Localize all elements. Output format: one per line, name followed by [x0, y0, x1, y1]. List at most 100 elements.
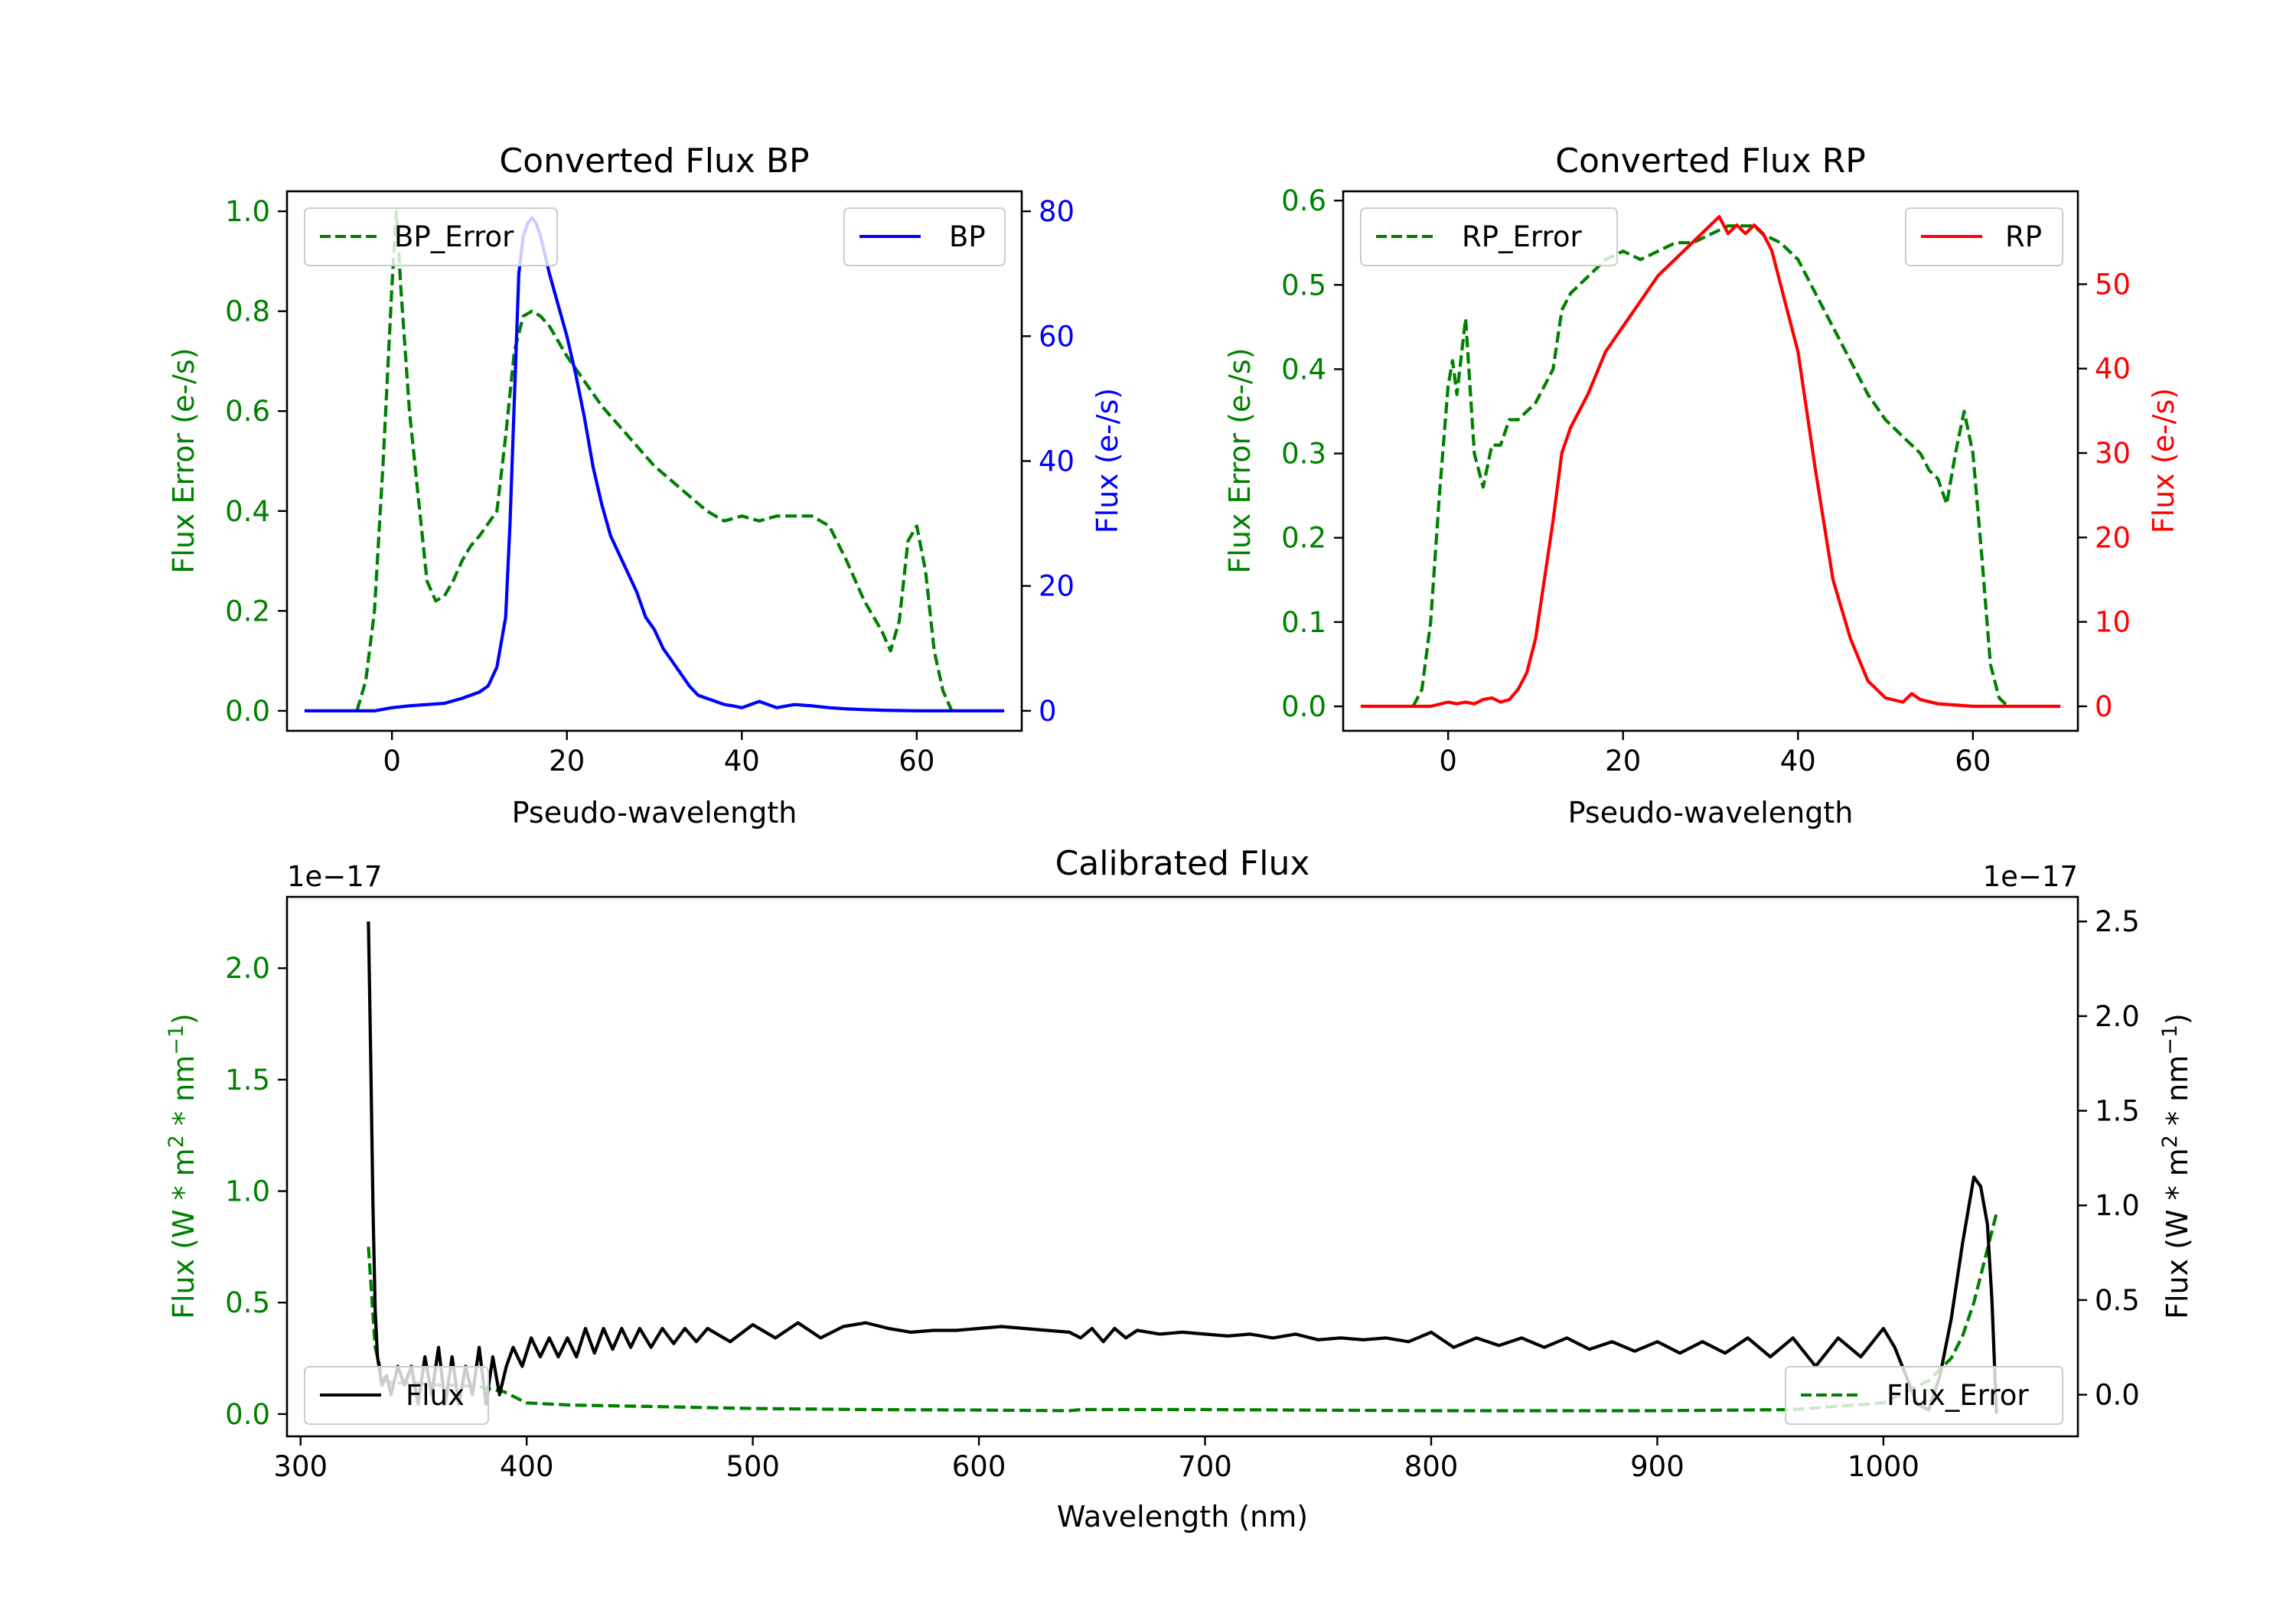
rp-left-y-tick-label: 0.5 [1281, 269, 1326, 302]
cal-left-axis-label: Flux (W * m2 * nm−1) [165, 1013, 201, 1319]
rp-x-axis-label: Pseudo-wavelength [1568, 796, 1854, 830]
cal-left-y-tick-label: 1.5 [225, 1064, 270, 1097]
cal-x-axis-label: Wavelength (nm) [1057, 1500, 1308, 1534]
cal-right-axis-label: Flux (W * m2 * nm−1) [2158, 1013, 2194, 1319]
rp-x-tick-label: 0 [1439, 745, 1457, 777]
bp-title: Converted Flux BP [499, 142, 809, 181]
cal-series-flux-error [367, 1213, 1998, 1413]
cal-x-tick-label: 800 [1404, 1450, 1459, 1483]
bp-series-bp [304, 216, 1005, 712]
bp-left-y-tick-label: 1.0 [225, 195, 270, 228]
rp-left-y-tick-label: 0.1 [1281, 606, 1326, 639]
rp-plot-frame [1342, 190, 2079, 732]
rp-right-y-tick-label: 20 [2095, 521, 2131, 554]
cal-ticks: 300 400 500 600 700 800 900 1000 0.0 0.5 1.0 1.5 2.0… [225, 905, 2140, 1483]
cal-series-flux [367, 921, 1998, 1414]
cal-plot-area [367, 921, 1998, 1414]
cal-offset-right: 1e−17 [1983, 860, 2078, 893]
cal-right-label-sup-a: 2 [2158, 1135, 2182, 1148]
bp-left-y-tick-label: 0.2 [225, 595, 270, 627]
bp-left-y-tick-label: 0.8 [225, 295, 270, 328]
cal-right-y-tick-label: 0.0 [2095, 1379, 2140, 1412]
bp-right-axis-label: Flux (e-/s) [1091, 388, 1124, 533]
bp-right-y-tick-label: 60 [1039, 320, 1075, 353]
cal-x-tick-label: 500 [726, 1450, 780, 1483]
chart-calibrated: 300 400 500 600 700 800 900 1000 0.0 0.5 1.0 1.5 2.0… [165, 844, 2194, 1534]
rp-right-y-tick-label: 40 [2095, 353, 2131, 386]
cal-legend-right: Flux_Error [1785, 1366, 2063, 1425]
bp-right-y-tick-label: 0 [1039, 695, 1057, 728]
cal-right-y-tick-label: 1.0 [2095, 1189, 2140, 1222]
rp-legend-right-box [1905, 207, 2063, 266]
bp-right-y-tick-label: 20 [1039, 570, 1075, 603]
bp-series-bp-error [355, 210, 954, 712]
bp-legend-left-label: BP_Error [394, 220, 514, 253]
cal-offset-left: 1e−17 [287, 860, 382, 893]
rp-left-y-tick-label: 0.0 [1281, 690, 1326, 723]
cal-left-label-c: ) [167, 1013, 201, 1025]
rp-legend-right-label: RP [2005, 220, 2042, 253]
cal-x-tick-label: 1000 [1848, 1450, 1919, 1483]
rp-right-y-tick-label: 0 [2095, 690, 2113, 723]
cal-left-y-tick-label: 2.0 [225, 952, 270, 985]
rp-series-rp-error [1411, 224, 2010, 708]
rp-right-y-tick-label: 30 [2095, 437, 2131, 470]
rp-left-y-tick-label: 0.4 [1281, 353, 1326, 386]
cal-right-y-tick-label: 1.5 [2095, 1095, 2140, 1128]
bp-right-y-tick-label: 80 [1039, 195, 1075, 228]
cal-left-label-sup-a: 2 [165, 1135, 188, 1148]
cal-right-label-sup-b: −1 [2158, 1025, 2182, 1055]
cal-legend-left-box [304, 1366, 489, 1425]
rp-series-rp [1360, 215, 2061, 709]
cal-right-y-tick-label: 0.5 [2095, 1284, 2140, 1317]
rp-legend-right: RP [1905, 207, 2063, 266]
bp-legend-right-box [843, 207, 1006, 266]
bp-legend-left: BP_Error [304, 207, 558, 266]
rp-left-y-tick-label: 0.6 [1281, 184, 1326, 217]
bp-x-tick-label: 20 [549, 745, 585, 777]
cal-right-y-tick-label: 2.5 [2095, 905, 2140, 938]
chart-rp: 0 20 40 600.00.10.20.30.40.50.601020304050 … [1223, 142, 2180, 830]
rp-left-axis-label: Flux Error (e-/s) [1223, 347, 1257, 573]
cal-right-label-a: Flux (W * m [2161, 1148, 2194, 1319]
cal-x-tick-label: 300 [273, 1450, 328, 1483]
bp-legend-right: BP [843, 207, 1006, 266]
cal-left-label-sup-b: −1 [165, 1025, 188, 1055]
bp-ticks: 0 20 40 60 0.0 0.2 0.4 0.6 0.8 1.0 0 20 40 60 80 [225, 195, 1075, 777]
bp-right-y-tick-label: 40 [1039, 445, 1075, 478]
cal-plot-frame [285, 895, 2079, 1438]
bp-plot-area [304, 210, 1005, 712]
cal-x-tick-label: 900 [1630, 1450, 1684, 1483]
cal-x-tick-label: 600 [952, 1450, 1006, 1483]
cal-left-y-tick-label: 0.5 [225, 1286, 270, 1319]
rp-title: Converted Flux RP [1555, 142, 1866, 181]
cal-title: Calibrated Flux [1055, 844, 1310, 883]
rp-plot-area [1360, 215, 2061, 709]
bp-x-tick-label: 0 [383, 745, 401, 777]
cal-x-tick-label: 700 [1178, 1450, 1232, 1483]
rp-legend-left-box [1360, 207, 1618, 266]
cal-legend-left: Flux [304, 1366, 489, 1425]
bp-x-tick-label: 40 [724, 745, 760, 777]
cal-left-y-tick-label: 0.0 [225, 1398, 270, 1431]
rp-left-y-tick-label: 0.2 [1281, 522, 1326, 555]
rp-ticks: 0 20 40 60 0.0 0.1 0.2 0.3 0.4 0.5 0.6 0 10 20 30 40 50 [1281, 184, 2131, 777]
bp-left-y-tick-label: 0.4 [225, 495, 270, 528]
rp-right-y-tick-label: 50 [2095, 268, 2131, 301]
rp-x-tick-label: 60 [1955, 745, 1991, 777]
cal-legend-right-box [1785, 1366, 2063, 1425]
bp-legend-left-box [304, 207, 558, 266]
bp-x-tick-label: 60 [899, 745, 934, 777]
rp-right-axis-label: Flux (e-/s) [2147, 388, 2180, 533]
rp-right-y-tick-label: 10 [2095, 606, 2131, 639]
rp-legend-left: RP_Error [1360, 207, 1618, 266]
cal-right-y-tick-label: 2.0 [2095, 1000, 2140, 1033]
cal-left-label-b: * nm [167, 1055, 201, 1135]
rp-left-y-tick-label: 0.3 [1281, 438, 1326, 471]
cal-right-label-c: ) [2161, 1013, 2194, 1025]
rp-legend-left-label: RP_Error [1462, 220, 1582, 253]
cal-left-y-tick-label: 1.0 [225, 1175, 270, 1208]
bp-x-axis-label: Pseudo-wavelength [512, 796, 797, 830]
bp-left-axis-label: Flux Error (e-/s) [167, 347, 201, 573]
